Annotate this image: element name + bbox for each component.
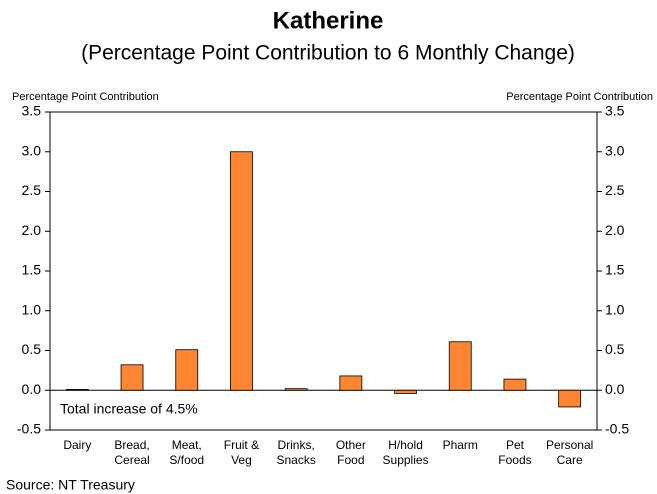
source: Source: NT Treasury bbox=[6, 477, 135, 493]
x-tick-label: Dairy bbox=[63, 438, 91, 452]
y-axis-label: Percentage Point Contribution bbox=[12, 91, 159, 103]
bar bbox=[230, 151, 253, 391]
x-tick-label: Snacks bbox=[276, 453, 315, 467]
y2-tick-label: 3.0 bbox=[605, 142, 625, 158]
bar bbox=[503, 378, 527, 391]
x-tick-label: Meat, bbox=[172, 438, 202, 452]
bar bbox=[448, 341, 472, 391]
x-tick-label: Supplies bbox=[383, 453, 429, 467]
y2-tick-label: 1.5 bbox=[605, 262, 625, 278]
y-tick-label: 0.0 bbox=[22, 381, 42, 397]
bar bbox=[284, 388, 308, 391]
y-tick-label: 2.5 bbox=[22, 182, 42, 198]
bar bbox=[65, 389, 89, 391]
chart-subtitle: (Percentage Point Contribution to 6 Mont… bbox=[81, 42, 575, 65]
y-tick-label: 3.0 bbox=[22, 142, 42, 158]
bar bbox=[120, 364, 144, 391]
y2-tick-label: 0.5 bbox=[605, 341, 625, 357]
bar bbox=[339, 375, 363, 391]
y2-tick-label: 3.5 bbox=[605, 103, 625, 119]
y-tick-label: 1.5 bbox=[22, 262, 42, 278]
bar bbox=[394, 389, 417, 394]
x-tick-label: Foods bbox=[498, 453, 531, 467]
x-tick-label: Other bbox=[336, 438, 366, 452]
x-tick-label: Care bbox=[557, 453, 583, 467]
y2-tick-label: 0.0 bbox=[605, 381, 625, 397]
x-tick-label: Personal bbox=[546, 438, 593, 452]
y2-tick-label: -0.5 bbox=[605, 421, 629, 437]
annotation: Total increase of 4.5% bbox=[60, 401, 198, 417]
y2-tick-label: 2.0 bbox=[605, 222, 625, 238]
x-tick-label: Drinks, bbox=[277, 438, 314, 452]
y-tick-label: 1.0 bbox=[22, 301, 42, 317]
y-tick-label: 2.0 bbox=[22, 222, 42, 238]
x-tick-label: Bread, bbox=[114, 438, 149, 452]
y2-tick-label: 2.5 bbox=[605, 182, 625, 198]
y-tick-label: 0.5 bbox=[22, 341, 42, 357]
y2-tick-label: 1.0 bbox=[605, 301, 625, 317]
x-tick-label: H/hold bbox=[388, 438, 423, 452]
x-tick-label: Food bbox=[337, 453, 364, 467]
y2-axis-label: Percentage Point Contribution bbox=[506, 91, 653, 103]
chart-title: Katherine bbox=[273, 7, 384, 34]
x-tick-label: Pharm bbox=[443, 438, 478, 452]
y-tick-label: -0.5 bbox=[17, 421, 41, 437]
x-tick-label: Cereal bbox=[114, 453, 149, 467]
x-tick-label: Fruit & bbox=[224, 438, 259, 452]
y-tick-label: 3.5 bbox=[22, 103, 42, 119]
x-tick-label: S/food bbox=[169, 453, 204, 467]
bar bbox=[175, 349, 199, 391]
x-tick-label: Pet bbox=[506, 438, 525, 452]
x-tick-label: Veg bbox=[231, 453, 252, 467]
bar bbox=[558, 389, 582, 408]
